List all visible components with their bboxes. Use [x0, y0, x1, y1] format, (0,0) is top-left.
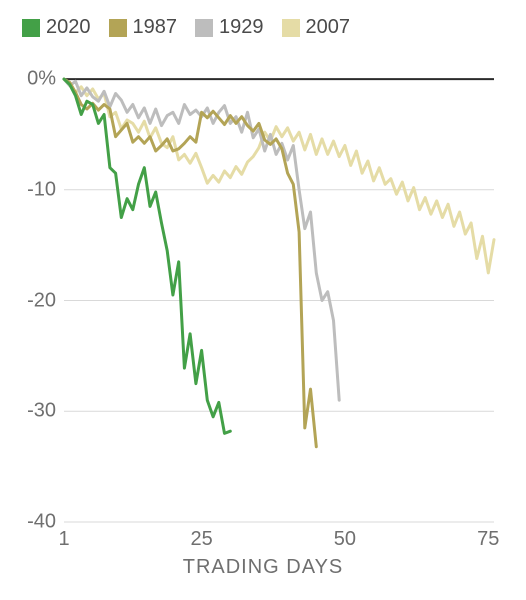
legend-item-s1987: 1987 — [109, 16, 178, 39]
x-tick-label: 25 — [190, 522, 212, 551]
legend: 2020 1987 1929 2007 — [22, 16, 350, 39]
x-axis-title: TRADING DAYS — [183, 556, 344, 579]
y-tick-label: -20 — [27, 289, 64, 312]
x-tick-label: 50 — [334, 522, 356, 551]
y-tick-label: -30 — [27, 400, 64, 423]
legend-swatch — [22, 19, 40, 37]
chart-container: 2020 1987 1929 2007 0%-10-20-30-401255075 T… — [0, 0, 526, 600]
y-tick-label: 0% — [27, 68, 64, 91]
legend-label: 1929 — [219, 16, 264, 39]
plot-area: 0%-10-20-30-401255075 — [64, 68, 494, 522]
legend-item-s1929: 1929 — [195, 16, 264, 39]
legend-label: 1987 — [133, 16, 178, 39]
plot-svg — [64, 68, 494, 522]
legend-label: 2007 — [306, 16, 351, 39]
legend-label: 2020 — [46, 16, 91, 39]
legend-item-s2020: 2020 — [22, 16, 91, 39]
y-tick-label: -10 — [27, 178, 64, 201]
x-tick-label: 75 — [477, 522, 499, 551]
series-s1987 — [64, 79, 316, 447]
legend-swatch — [109, 19, 127, 37]
x-tick-label: 1 — [58, 522, 69, 551]
legend-swatch — [282, 19, 300, 37]
legend-item-s2007: 2007 — [282, 16, 351, 39]
legend-swatch — [195, 19, 213, 37]
